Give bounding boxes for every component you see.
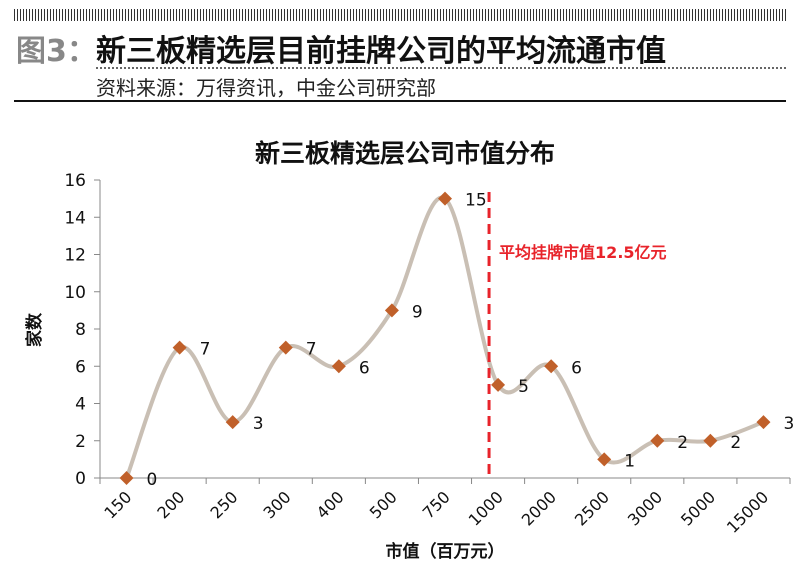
y-tick-label: 2 [75, 432, 86, 452]
series-line [124, 195, 765, 479]
data-point [331, 359, 346, 374]
mean-annotation: 平均挂牌市值12.5亿元 [499, 243, 666, 262]
data-point [225, 415, 240, 430]
x-tick-label: 300 [260, 487, 295, 522]
source-note: 资料来源：万得资讯，中金公司研究部 [96, 76, 436, 100]
data-point [544, 359, 559, 374]
data-label: 3 [253, 414, 264, 434]
data-label: 1 [624, 451, 635, 471]
y-tick-label: 12 [64, 246, 86, 266]
y-axis-label: 家数 [24, 312, 45, 347]
data-point [438, 191, 452, 206]
data-label: 3 [783, 414, 794, 434]
x-tick-label: 3000 [624, 487, 666, 529]
data-label: 2 [677, 433, 688, 453]
data-label: 9 [412, 302, 423, 322]
data-label: 6 [359, 358, 370, 378]
y-tick-label: 4 [75, 395, 86, 415]
dotted-divider [96, 67, 786, 69]
header-stripe-decoration [14, 9, 786, 21]
x-axis-label: 市值（百万元） [386, 541, 505, 562]
x-tick-label: 250 [206, 487, 241, 522]
data-point [384, 303, 399, 318]
data-point [703, 433, 718, 448]
x-tick-label: 150 [100, 487, 135, 522]
y-tick-label: 14 [64, 208, 86, 228]
data-point [172, 340, 187, 355]
data-label: 0 [147, 470, 158, 490]
figure-label: 图3： [16, 34, 97, 69]
x-tick-label: 15000 [723, 487, 772, 536]
figure-title: 新三板精选层目前挂牌公司的平均流通市值 [96, 34, 666, 69]
data-label: 15 [465, 191, 487, 211]
data-point [491, 377, 506, 392]
data-label: 6 [571, 358, 582, 378]
y-tick-label: 6 [75, 357, 86, 377]
chart-title: 新三板精选层公司市值分布 [255, 139, 555, 168]
header-rule [14, 100, 786, 102]
y-tick-label: 8 [75, 320, 86, 340]
data-label: 7 [200, 340, 211, 360]
x-tick-label: 5000 [677, 487, 719, 529]
y-tick-label: 16 [64, 171, 86, 191]
x-tick-label: 200 [153, 487, 188, 522]
y-tick-label: 10 [64, 283, 86, 303]
data-label: 7 [306, 340, 317, 360]
data-label: 5 [518, 377, 529, 397]
y-tick-label: 0 [75, 469, 86, 489]
data-point [597, 452, 612, 467]
x-tick-label: 400 [313, 487, 348, 522]
data-point [756, 415, 771, 430]
data-label: 2 [730, 433, 741, 453]
x-tick-label: 750 [419, 487, 454, 522]
x-tick-label: 500 [366, 487, 401, 522]
data-point [650, 433, 665, 448]
x-tick-label: 2000 [518, 487, 560, 529]
data-point [278, 340, 293, 355]
x-tick-label: 1000 [465, 487, 507, 529]
x-tick-label: 2500 [571, 487, 613, 529]
data-point [119, 471, 134, 485]
